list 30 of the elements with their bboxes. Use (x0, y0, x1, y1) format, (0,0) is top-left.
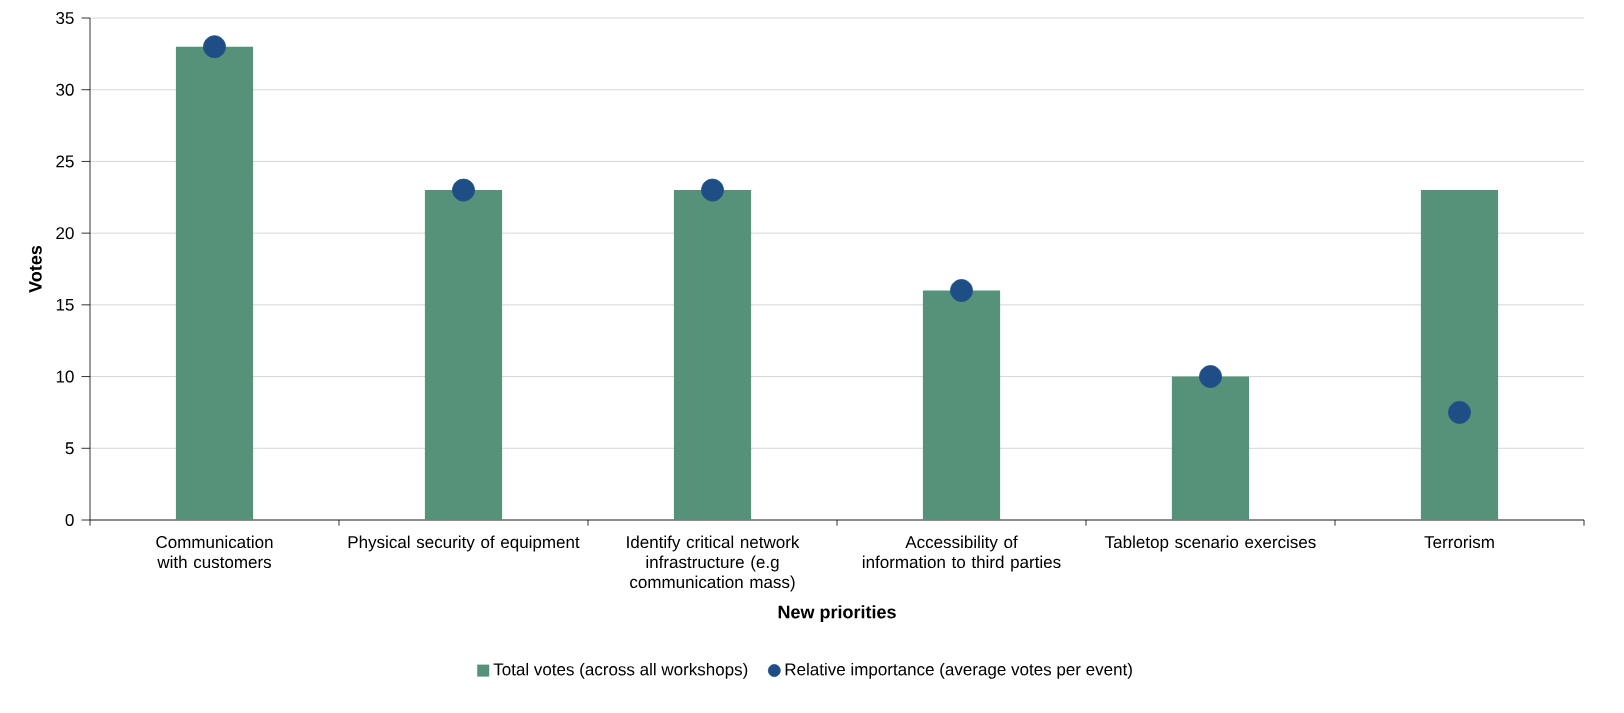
point (701, 178, 724, 202)
point (1448, 401, 1471, 424)
bar (424, 190, 503, 520)
y-axis-title: Votes (29, 245, 42, 293)
x-tick-label: Communication with customers (156, 535, 273, 569)
y-tick-label: 5 (65, 442, 74, 455)
y-tick-label: 30 (56, 83, 74, 96)
y-tick-label: 35 (56, 12, 74, 25)
x-axis-title: New priorities (778, 605, 896, 622)
bar (1171, 376, 1250, 520)
point (452, 178, 475, 202)
x-tick-label: Physical security of equipment (348, 535, 580, 552)
point (203, 35, 226, 59)
y-tick-label: 15 (56, 298, 74, 311)
x-tick-label: Identify critical network infrastructure (e.g communication mass) (627, 535, 800, 592)
y-tick-label: 10 (56, 370, 74, 383)
legend-label: Total votes (across all workshops) (493, 662, 748, 679)
bar (922, 290, 1001, 520)
legend-label: Relative importance (average votes per event) (785, 662, 1132, 679)
y-tick-label: 25 (56, 155, 74, 168)
point (950, 279, 973, 302)
x-tick-label: Terrorism (1424, 535, 1494, 549)
bar (673, 190, 752, 520)
y-tick-label: 20 (56, 227, 74, 240)
point (1199, 365, 1222, 388)
bar (1420, 190, 1499, 520)
bar (175, 46, 254, 520)
y-tick-label: 0 (65, 514, 74, 527)
x-tick-label: Accessibility of information to third parties (862, 535, 1061, 572)
x-tick-label: Tabletop scenario exercises (1105, 535, 1316, 552)
